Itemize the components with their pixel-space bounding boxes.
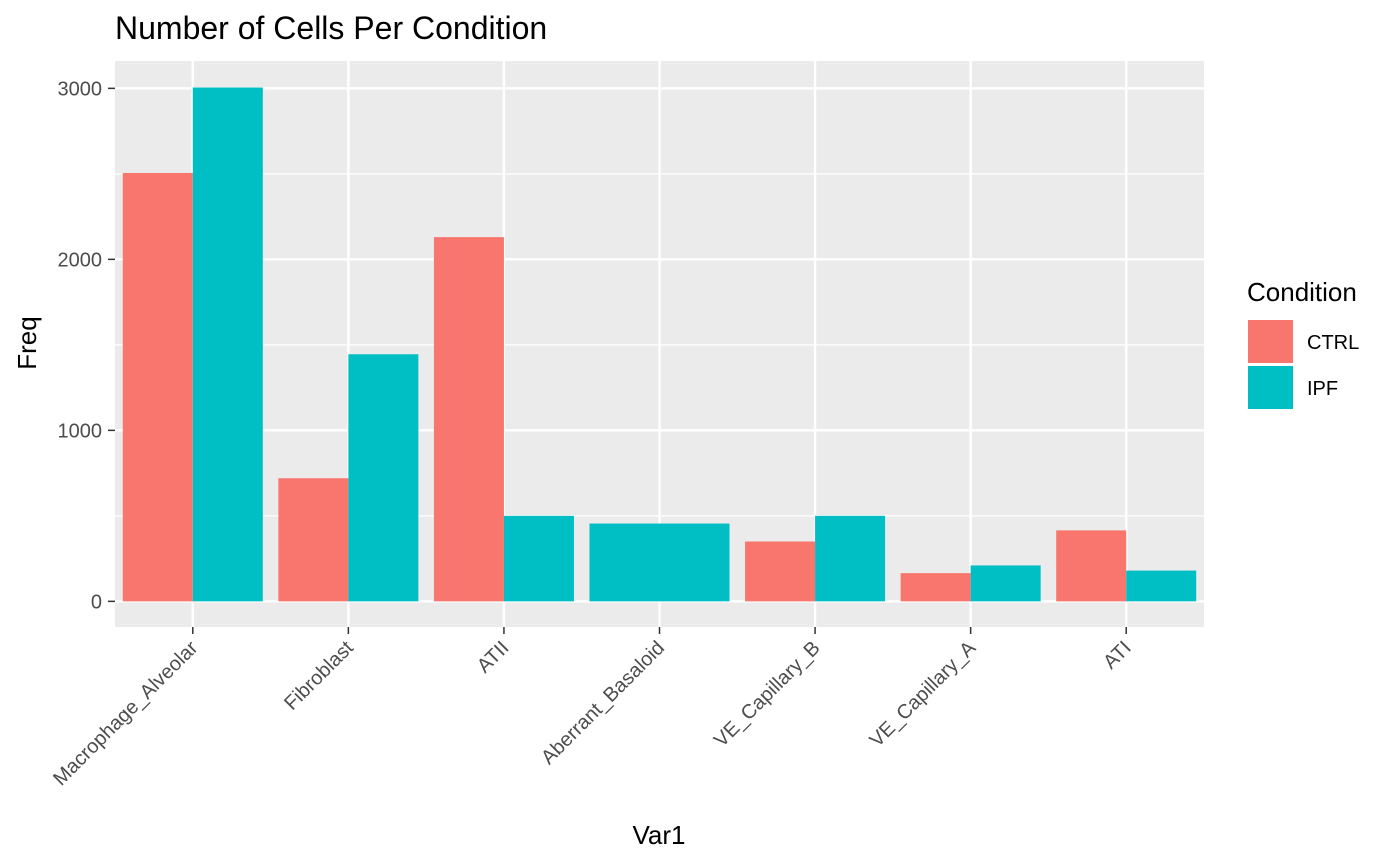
- legend-label-ctrl: CTRL: [1307, 332, 1359, 354]
- chart-title: Number of Cells Per Condition: [115, 10, 547, 46]
- x-tick-label: Aberrant_Basaloid: [537, 637, 669, 769]
- plot-panel: [115, 61, 1204, 627]
- bar-ctrl-ati: [1056, 530, 1127, 602]
- x-tick-label: VE_Capillary_B: [710, 637, 825, 752]
- legend-key-ctrl: [1248, 320, 1293, 363]
- y-tick-label: 0: [91, 591, 102, 613]
- bar-ipf-ve-capillary-b: [815, 515, 886, 602]
- x-axis-title: Var1: [633, 820, 686, 850]
- bar-ctrl-macrophage-alveolar: [122, 173, 193, 602]
- bar-ctrl-fibroblast: [278, 478, 349, 602]
- y-tick-label: 2000: [58, 249, 103, 271]
- x-tick-label: ATI: [1099, 637, 1136, 674]
- x-tick-label: VE_Capillary_A: [866, 637, 981, 752]
- x-tick-label: ATII: [473, 637, 513, 677]
- y-axis-title: Freq: [12, 316, 42, 369]
- bar-ctrl-ve-capillary-b: [745, 541, 816, 602]
- bar-ipf-ve-capillary-a: [970, 565, 1041, 602]
- bar-ipf-macrophage-alveolar: [192, 87, 263, 602]
- bar-ctrl-atii: [433, 237, 504, 602]
- bar-ipf-atii: [503, 515, 574, 602]
- bar-ipf-ati: [1126, 570, 1197, 602]
- x-tick-label: Fibroblast: [280, 637, 358, 715]
- bar-ipf-fibroblast: [348, 354, 419, 602]
- legend: Condition CTRL IPF: [1247, 277, 1359, 409]
- y-tick-label: 3000: [58, 78, 103, 100]
- legend-label-ipf: IPF: [1307, 378, 1338, 400]
- y-tick-label: 1000: [58, 420, 103, 442]
- x-tick-label: Macrophage_Alveolar: [49, 637, 202, 790]
- legend-key-ipf: [1248, 366, 1293, 409]
- bar-ipf-aberrant-basaloid: [589, 523, 730, 602]
- legend-title: Condition: [1247, 277, 1357, 307]
- bar-ctrl-ve-capillary-a: [900, 573, 971, 602]
